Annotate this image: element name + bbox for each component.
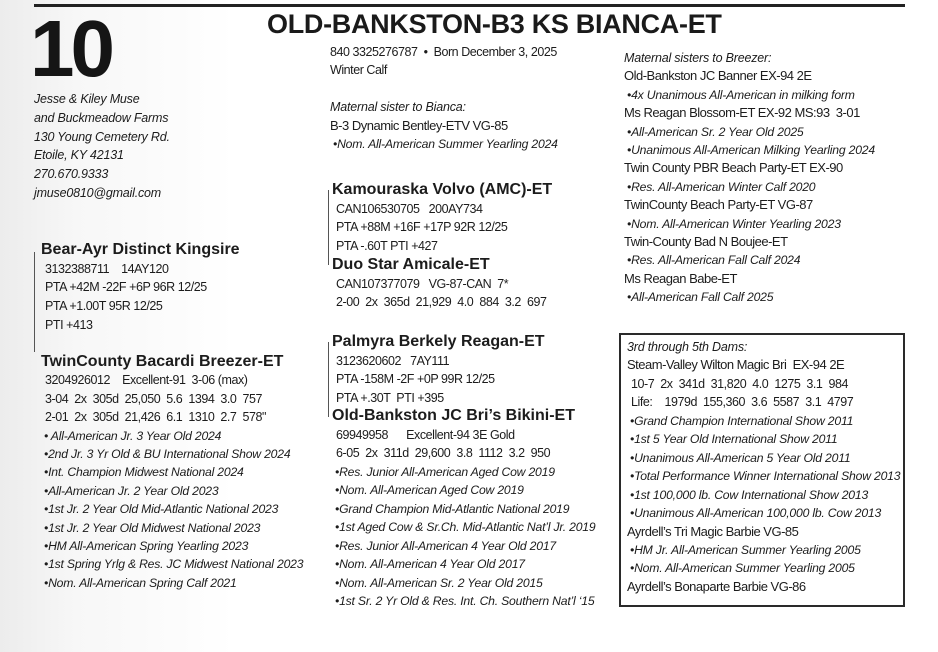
consignor-line: Etoile, KY 42131: [34, 148, 124, 163]
animal-name: Bear-Ayr Distinct Kingsire: [41, 241, 240, 258]
record-line: 3132388711 14AY120: [45, 261, 169, 276]
animal-name: Kamouraska Volvo (AMC)-ET: [332, 181, 553, 198]
award-item: •Nom. All-American Aged Cow 2019: [335, 483, 524, 497]
award-item: •1st Spring Yrlg & Res. JC Midwest Natio…: [44, 557, 304, 572]
record-line: 69949958 Excellent-94 3E Gold: [336, 427, 515, 442]
relative-entry: Old-Bankston JC Banner EX-94 2E: [624, 68, 812, 84]
record-line: PTA +.30T PTI +395: [336, 390, 444, 405]
record-line: PTA +88M +16F +17P 92R 12/25: [336, 220, 508, 235]
sire-pedigree-section: Kamouraska Volvo (AMC)-ET CAN106530705 20…: [332, 181, 552, 312]
record-line: 2-00 2x 365d 21,929 4.0 884 3.2 697: [336, 295, 547, 310]
dams-3-to-5-section: 3rd through 5th Dams: Steam-Valley Wilton…: [627, 338, 901, 596]
consignor-line: and Buckmeadow Farms: [34, 110, 169, 125]
consignor-info: Jesse & Kiley Muse and Buckmeadow Farms 13…: [34, 90, 170, 203]
award-item: •1st 5 Year Old International Show 2011: [630, 432, 838, 447]
award-item: •Res. Junior All-American 4 Year Old 201…: [335, 538, 556, 553]
award-item: •1st Sr. 2 Yr Old & Res. Int. Ch. Southe…: [335, 594, 595, 608]
record-line: 3204926012 Excellent-91 3-06 (max): [45, 373, 248, 388]
record-line: 840 3325276787 • Born December 3, 2025: [330, 45, 557, 59]
award-item: •Res. All-American Fall Calf 2024: [627, 253, 801, 268]
relative-entry: Twin County PBR Beach Party-ET EX-90: [624, 160, 843, 176]
award-item: •Unanimous All-American Milking Yearling…: [627, 143, 875, 158]
award-item: •All-American Fall Calf 2025: [627, 290, 774, 305]
record-line: 2-01 2x 305d 21,426 6.1 1310 2.7 578": [45, 410, 266, 425]
relative-entry: Ayrdell’s Bonaparte Barbie VG-86: [627, 578, 806, 594]
award-item: •Nom. All-American 4 Year Old 2017: [335, 557, 525, 571]
relative-entry: Ms Reagan Blossom-ET EX-92 MS:93 3-01: [624, 105, 860, 121]
sire-section: Bear-Ayr Distinct Kingsire 3132388711 14A…: [41, 241, 240, 335]
award-item: •HM All-American Spring Yearling 2023: [44, 539, 249, 554]
award-item: •Grand Champion International Show 2011: [630, 413, 854, 428]
animal-name: TwinCounty Bacardi Breezer-ET: [41, 353, 284, 370]
section-heading: 3rd through 5th Dams:: [627, 340, 748, 354]
award-item: •Nom. All-American Summer Yearling 2005: [630, 561, 855, 576]
animal-title: OLD-BANKSTON-B3 KS BIANCA-ET: [267, 9, 722, 39]
award-item: •1st 100,000 lb. Cow International Show …: [630, 487, 869, 502]
award-item: •All-American Jr. 2 Year Old 2023: [44, 483, 219, 498]
record-line: Life: 1979d 155,360 3.6 5587 3.1 4797: [631, 395, 854, 410]
record-line: PTI +413: [45, 317, 93, 332]
animal-name: Palmyra Berkely Reagan-ET: [332, 333, 545, 350]
relative-entry: Ayrdell’s Tri Magic Barbie VG-85: [627, 523, 799, 539]
consignor-line: jmuse0810@gmail.com: [34, 185, 161, 200]
record-line: 10-7 2x 341d 31,820 4.0 1275 3.1 984: [631, 376, 848, 391]
award-item: •All-American Sr. 2 Year Old 2025: [627, 124, 804, 139]
animal-name: Old-Bankston JC Bri’s Bikini-ET: [332, 407, 575, 424]
award-item: •1st Aged Cow & Sr.Ch. Mid-Atlantic Nat’…: [335, 520, 596, 534]
award-item: •Unanimous All-American 5 Year Old 2011: [630, 450, 851, 465]
relative-entry: Steam-Valley Wilton Magic Bri EX-94 2E: [627, 357, 845, 373]
record-line: PTA -.60T PTI +427: [336, 239, 438, 254]
record-line: PTA +1.00T 95R 12/25: [45, 299, 163, 314]
record-line: CAN106530705 200AY734: [336, 201, 483, 216]
relative-entry: B-3 Dynamic Bentley-ETV VG-85: [330, 117, 508, 133]
record-line: Winter Calf: [330, 63, 387, 77]
animal-name: Duo Star Amicale-ET: [332, 255, 490, 273]
section-heading: Maternal sister to Bianca:: [330, 100, 466, 114]
award-item: •2nd Jr. 3 Yr Old & BU International Sho…: [44, 447, 291, 462]
award-item: •1st Jr. 2 Year Old Midwest National 202…: [44, 520, 261, 535]
dam-pedigree-bracket: [328, 342, 329, 417]
award-item: •Total Performance Winner International …: [630, 469, 901, 484]
award-item: •Unanimous All-American 100,000 lb. Cow …: [630, 506, 882, 521]
sire-pedigree-bracket: [328, 190, 329, 265]
consignor-line: 270.670.9333: [34, 167, 109, 182]
dams-3-to-5-box: [619, 333, 905, 607]
consignor-line: 130 Young Cemetery Rd.: [34, 129, 170, 144]
award-item: • All-American Jr. 3 Year Old 2024: [44, 428, 222, 443]
consignor-line: Jesse & Kiley Muse: [34, 92, 140, 106]
award-item: •Int. Champion Midwest National 2024: [44, 465, 244, 480]
record-line: 3-04 2x 305d 25,050 5.6 1394 3.0 757: [45, 391, 262, 406]
award-item: •HM Jr. All-American Summer Yearling 200…: [630, 542, 861, 557]
award-item: •Res. Junior All-American Aged Cow 2019: [335, 464, 555, 479]
record-line: 6-05 2x 311d 29,600 3.8 1112 3.2 950: [336, 446, 551, 460]
dam-pedigree-section: Palmyra Berkely Reagan-ET 3123620602 7AY1…: [332, 333, 596, 611]
section-heading: Maternal sisters to Breezer:: [624, 51, 772, 65]
award-item: •4x Unanimous All-American in milking fo…: [627, 87, 855, 102]
award-item: •Res. All-American Winter Calf 2020: [627, 179, 816, 194]
record-line: PTA -158M -2F +0P 99R 12/25: [336, 372, 495, 386]
top-rule: [34, 4, 905, 7]
animal-info: 840 3325276787 • Born December 3, 2025 Wi…: [326, 43, 557, 79]
relative-entry: Ms Reagan Babe-ET: [624, 270, 737, 286]
maternal-sister-section: Maternal sister to Bianca: B-3 Dynamic Be…: [330, 98, 558, 154]
award-item: •Nom. All-American Sr. 2 Year Old 2015: [335, 575, 543, 590]
record-line: 3123620602 7AY111: [336, 353, 450, 368]
award-item: •Nom. All-American Spring Calf 2021: [44, 575, 237, 590]
lot-number: 10: [30, 4, 115, 93]
record-line: CAN107377079 VG-87-CAN 7*: [336, 276, 509, 291]
record-line: PTA +42M -22F +6P 96R 12/25: [45, 280, 207, 295]
award-item: •Nom. All-American Winter Yearling 2023: [627, 216, 841, 231]
sire-bracket: [34, 252, 35, 352]
award-item: •Nom. All-American Summer Yearling 2024: [333, 137, 558, 151]
relative-entry: TwinCounty Beach Party-ET VG-87: [624, 197, 813, 213]
award-item: •Grand Champion Mid-Atlantic National 20…: [335, 501, 570, 516]
award-item: •1st Jr. 2 Year Old Mid-Atlantic Nationa…: [44, 502, 279, 517]
maternal-sisters-breezer-section: Maternal sisters to Breezer: Old-Bankston…: [624, 49, 875, 307]
relative-entry: Twin-County Bad N Boujee-ET: [624, 234, 788, 250]
dam-section: TwinCounty Bacardi Breezer-ET 3204926012 …: [41, 353, 304, 592]
